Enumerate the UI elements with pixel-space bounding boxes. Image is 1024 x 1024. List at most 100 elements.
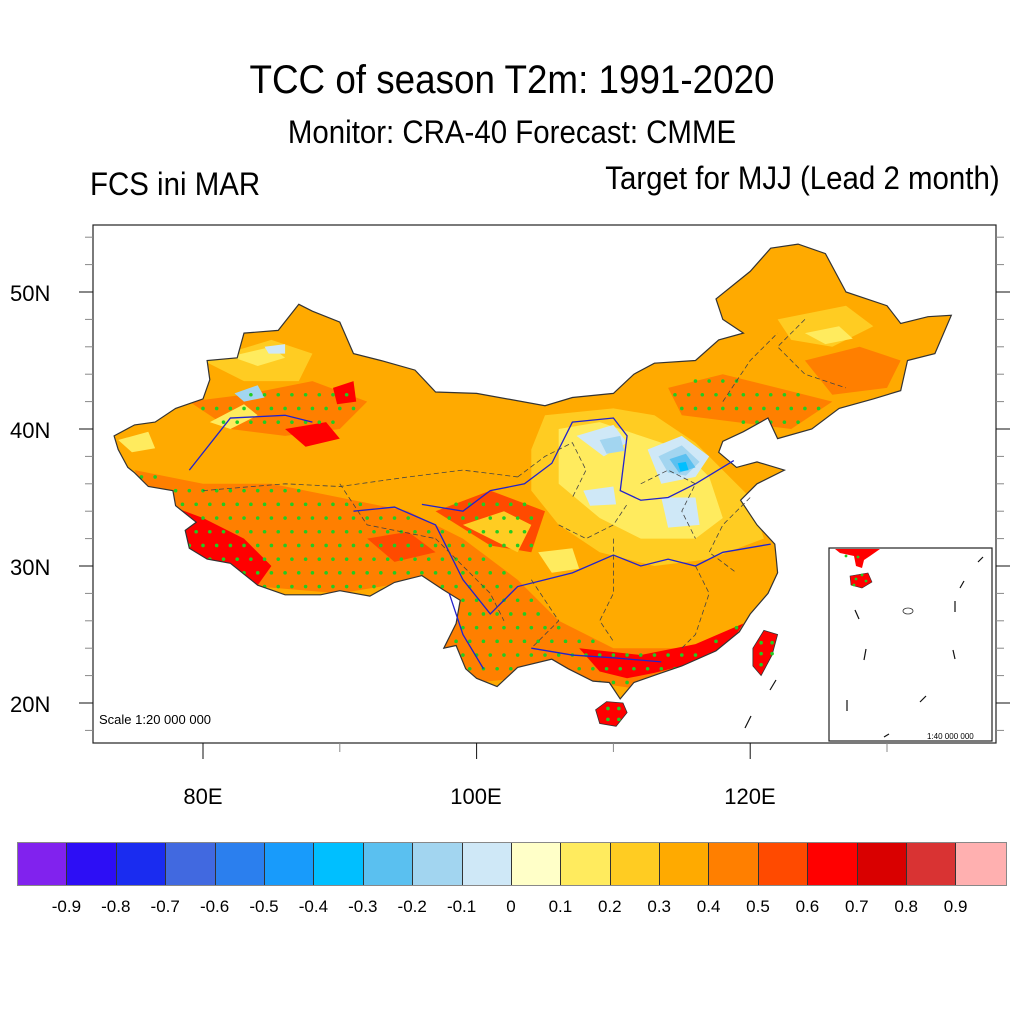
significance-dot bbox=[611, 680, 616, 685]
significance-dot bbox=[502, 653, 506, 657]
significance-dot bbox=[556, 625, 561, 630]
significance-dot bbox=[680, 653, 684, 657]
lon-label-120e: 120E bbox=[724, 784, 776, 809]
significance-dot bbox=[249, 420, 253, 424]
significance-dot bbox=[255, 571, 260, 575]
significance-dot bbox=[604, 666, 609, 671]
significance-dot bbox=[228, 543, 233, 548]
significance-dot bbox=[303, 557, 308, 561]
significance-dot bbox=[344, 392, 349, 397]
right-axis-ticks bbox=[996, 236, 1010, 731]
significance-dot bbox=[782, 420, 787, 424]
significance-dot bbox=[255, 488, 260, 493]
significance-dot bbox=[495, 666, 499, 671]
colorbar-label: -0.5 bbox=[249, 897, 279, 916]
significance-dot bbox=[269, 543, 274, 548]
significance-dot bbox=[317, 557, 322, 561]
significance-dot bbox=[379, 571, 383, 575]
significance-dot bbox=[420, 571, 424, 575]
significance-dot bbox=[488, 516, 493, 520]
significance-dot bbox=[365, 543, 369, 548]
colorbar-swatch bbox=[314, 843, 364, 885]
significance-dot bbox=[673, 392, 677, 397]
significance-dot bbox=[529, 598, 534, 603]
significance-dot bbox=[385, 557, 390, 561]
significance-dot bbox=[536, 612, 540, 616]
river-line bbox=[421, 417, 735, 512]
significance-dot bbox=[406, 543, 411, 548]
significance-dot bbox=[488, 653, 493, 657]
significance-dot bbox=[201, 543, 205, 548]
significance-dot bbox=[358, 584, 363, 589]
colorbar-swatch bbox=[413, 843, 463, 885]
significance-dot bbox=[686, 392, 691, 397]
significance-dot bbox=[509, 639, 513, 644]
significance-dot bbox=[707, 379, 711, 383]
contour-region bbox=[285, 422, 340, 447]
contour-region bbox=[804, 346, 901, 395]
colorbar-label: 0.5 bbox=[746, 897, 770, 916]
significance-dot bbox=[331, 557, 335, 561]
significance-dot bbox=[509, 584, 513, 589]
colorbar-label: 0.2 bbox=[597, 897, 622, 916]
significance-dot bbox=[365, 516, 369, 520]
significance-dot bbox=[854, 577, 858, 581]
significance-dot bbox=[331, 420, 335, 424]
significance-dot bbox=[249, 557, 253, 561]
significance-dot bbox=[461, 543, 465, 548]
significance-dot bbox=[351, 516, 356, 520]
province-line bbox=[435, 538, 505, 621]
significance-dot bbox=[331, 584, 335, 589]
significance-dot bbox=[844, 554, 848, 558]
significance-dot bbox=[283, 516, 287, 520]
colorbar-swatch bbox=[264, 843, 315, 885]
significance-dot bbox=[344, 584, 349, 589]
significance-dot bbox=[433, 543, 438, 548]
significance-dot bbox=[652, 653, 657, 657]
colorbar-swatch bbox=[709, 843, 759, 885]
significance-dot bbox=[860, 573, 864, 577]
significance-dot bbox=[201, 406, 205, 411]
colorbar-label: 0.8 bbox=[894, 897, 918, 916]
significance-dot bbox=[228, 488, 233, 493]
significance-dot bbox=[221, 529, 226, 534]
significance-dot bbox=[317, 420, 322, 424]
significance-dot bbox=[262, 392, 267, 397]
significance-dot bbox=[255, 543, 260, 548]
colorbar-swatch bbox=[660, 843, 710, 885]
river-line bbox=[188, 414, 313, 471]
province-line bbox=[599, 538, 614, 642]
significance-dot bbox=[529, 543, 534, 548]
colorbar-label: 0.4 bbox=[696, 897, 721, 916]
china-border bbox=[113, 243, 953, 700]
significance-dot bbox=[324, 516, 328, 520]
nine-dash-segment bbox=[977, 556, 984, 563]
significance-dot bbox=[139, 475, 144, 479]
significance-dot bbox=[214, 406, 219, 411]
colorbar-swatch bbox=[116, 843, 167, 885]
significance-dot bbox=[502, 516, 506, 520]
significance-dot bbox=[392, 543, 397, 548]
nine-dash-segment bbox=[952, 649, 956, 660]
significance-dot bbox=[618, 666, 623, 671]
significance-dot bbox=[762, 406, 766, 411]
nine-dash-segment bbox=[919, 695, 927, 703]
significance-dot bbox=[775, 406, 780, 411]
significance-dot bbox=[379, 516, 383, 520]
significance-dot bbox=[625, 680, 629, 685]
significance-dot bbox=[680, 406, 684, 411]
left-axis-ticks bbox=[79, 236, 93, 731]
significance-dot bbox=[420, 543, 424, 548]
province-borders bbox=[202, 319, 847, 649]
province-line bbox=[640, 469, 697, 539]
significance-dot bbox=[474, 598, 479, 603]
significance-dot bbox=[461, 598, 465, 603]
significance-dot bbox=[856, 555, 860, 559]
significance-dot bbox=[228, 516, 233, 520]
significance-dot bbox=[625, 653, 629, 657]
significance-dot bbox=[529, 625, 534, 630]
contour-region bbox=[234, 385, 265, 402]
significance-dot bbox=[283, 543, 287, 548]
significance-dot bbox=[153, 475, 157, 479]
significance-dot bbox=[543, 653, 547, 657]
